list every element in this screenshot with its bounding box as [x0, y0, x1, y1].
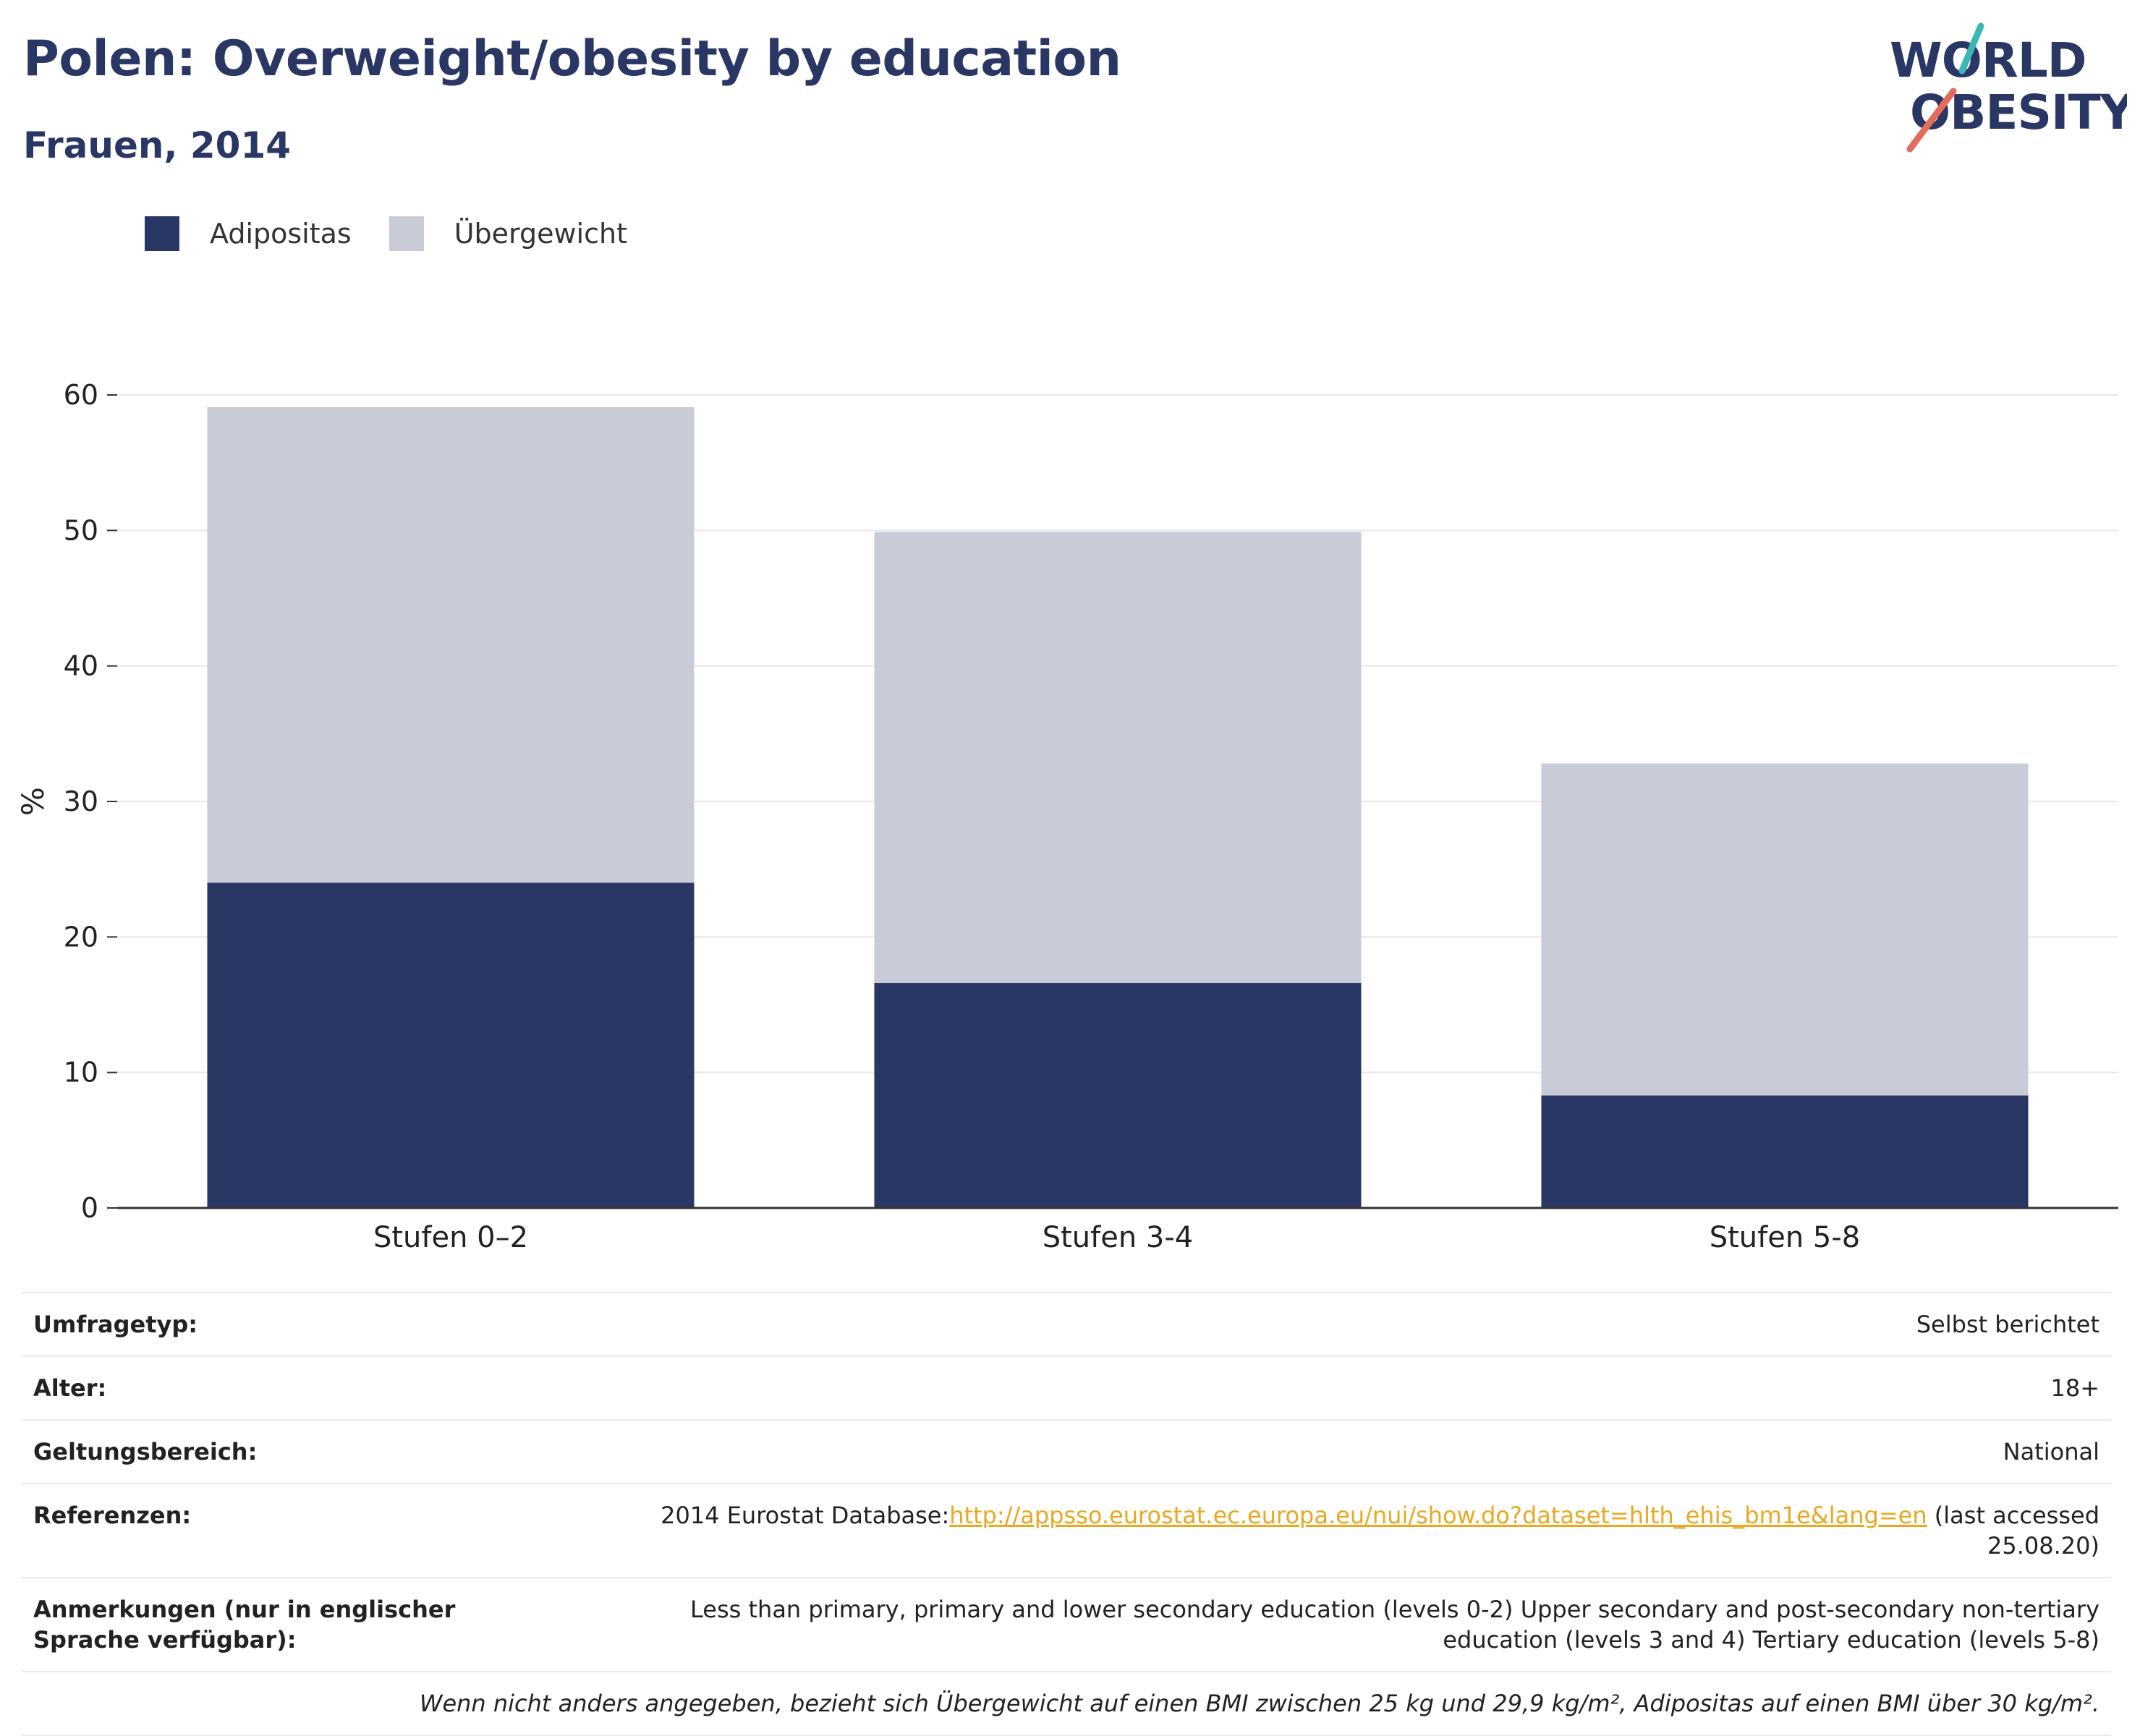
y-tick-label-30: 30	[64, 786, 98, 817]
x-category-label-1: Stufen 3-4	[1043, 1221, 1194, 1254]
y-tick-label-10: 10	[64, 1057, 98, 1089]
meta-label-references: Referenzen:	[22, 1483, 566, 1578]
chart-subtitle: Frauen, 2014	[23, 124, 292, 166]
reference-suffix: (last accessed 25.08.20)	[1927, 1502, 2099, 1560]
meta-label-age: Alter:	[22, 1356, 566, 1420]
meta-row-notes: Anmerkungen (nur in englischer Sprache v…	[22, 1577, 2111, 1672]
legend-label-obesity: Adipositas	[210, 218, 352, 250]
meta-label-survey-type: Umfragetyp:	[22, 1292, 566, 1356]
y-tick-label-20: 20	[64, 921, 98, 953]
meta-row-references: Referenzen: 2014 Eurostat Database:http:…	[22, 1483, 2111, 1578]
y-tick-label-0: 0	[81, 1192, 98, 1224]
chart-title: Polen: Overweight/obesity by education	[23, 30, 1121, 88]
legend-swatch-overweight	[388, 216, 424, 251]
meta-row-scope: Geltungsbereich: National	[22, 1419, 2111, 1484]
meta-label-scope: Geltungsbereich:	[22, 1419, 566, 1484]
logo-slash-top	[1958, 22, 1984, 75]
y-axis-ticks: 0 10 20 30 40 50 60	[64, 379, 117, 1224]
legend-swatch-obesity	[145, 216, 179, 251]
bar-obesity-2[interactable]	[1541, 1095, 2029, 1208]
logo-slash-bottom	[1906, 88, 1957, 153]
x-axis-labels: Stufen 0–2 Stufen 3-4 Stufen 5-8	[373, 1221, 1860, 1254]
bar-obesity-1[interactable]	[874, 983, 1362, 1208]
legend-label-overweight: Übergewicht	[454, 218, 627, 250]
y-tick-label-50: 50	[64, 514, 98, 546]
bars	[207, 407, 2029, 1208]
logo-line-obesity: OBESITY	[1910, 85, 2127, 140]
chart-legend: Adipositas Übergewicht	[145, 216, 665, 252]
y-tick-label-40: 40	[64, 650, 98, 682]
y-axis-title: %	[15, 787, 51, 816]
meta-label-notes: Anmerkungen (nur in englischer Sprache v…	[22, 1577, 566, 1672]
meta-value-survey-type: Selbst berichtet	[566, 1292, 2111, 1356]
meta-value-references: 2014 Eurostat Database:http://appsso.eur…	[566, 1483, 2111, 1578]
bar-overweight-1[interactable]	[874, 532, 1362, 984]
reference-link[interactable]: http://appsso.eurostat.ec.europa.eu/nui/…	[949, 1502, 1927, 1529]
meta-row-footnote: Wenn nicht anders angegeben, bezieht sic…	[22, 1671, 2111, 1736]
reference-prefix: 2014 Eurostat Database:	[661, 1502, 950, 1529]
bar-overweight-0[interactable]	[207, 407, 695, 883]
meta-value-age: 18+	[566, 1356, 2111, 1420]
x-category-label-0: Stufen 0–2	[373, 1221, 528, 1254]
meta-row-age: Alter: 18+	[22, 1356, 2111, 1420]
legend-item-overweight[interactable]: Übergewicht	[388, 216, 627, 251]
legend-item-obesity[interactable]: Adipositas	[145, 216, 352, 251]
meta-footnote: Wenn nicht anders angegeben, bezieht sic…	[22, 1671, 2111, 1736]
y-tick-label-60: 60	[64, 379, 98, 411]
meta-row-survey-type: Umfragetyp: Selbst berichtet	[22, 1292, 2111, 1356]
world-obesity-logo: WORLD OBESITY	[1890, 22, 2127, 153]
bar-obesity-0[interactable]	[207, 882, 695, 1208]
logo-line-world: WORLD	[1890, 33, 2086, 88]
meta-value-scope: National	[566, 1419, 2111, 1484]
metadata-table: Umfragetyp: Selbst berichtet Alter: 18+ …	[22, 1292, 2111, 1736]
bar-overweight-2[interactable]	[1541, 763, 2029, 1096]
x-category-label-2: Stufen 5-8	[1710, 1221, 1861, 1254]
meta-value-notes: Less than primary, primary and lower sec…	[566, 1577, 2111, 1672]
